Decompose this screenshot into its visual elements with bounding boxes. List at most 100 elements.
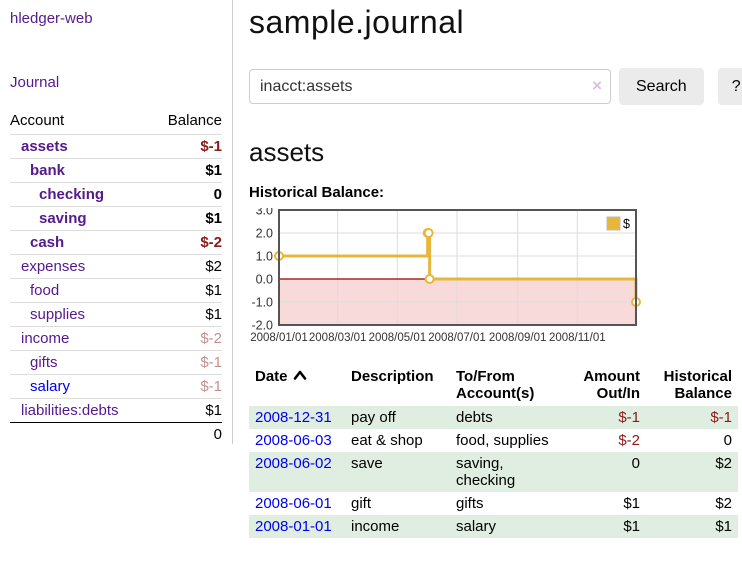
transaction-date-link[interactable]: 2008-06-03 bbox=[255, 432, 332, 449]
transaction-accounts: saving, checking bbox=[456, 455, 516, 489]
account-balance: $-2 bbox=[200, 234, 222, 251]
account-row: checking 0 bbox=[10, 182, 222, 207]
data-point-marker bbox=[424, 274, 435, 284]
transaction-balance: $2 bbox=[715, 455, 732, 472]
sidebar-item-journal[interactable]: Journal bbox=[10, 74, 60, 91]
transaction-description: save bbox=[351, 455, 383, 472]
transaction-balance: $1 bbox=[715, 518, 732, 535]
account-row: liabilities:debts $1 bbox=[10, 398, 222, 423]
register-header-balance: Historical Balance bbox=[663, 368, 732, 402]
sidebar-account-link-cash[interactable]: cash bbox=[30, 234, 65, 251]
legend-label: $ bbox=[623, 217, 630, 231]
register-header-date[interactable]: Date bbox=[249, 366, 345, 406]
transaction-date-link[interactable]: 2008-12-31 bbox=[255, 409, 332, 426]
register-header-accounts: To/From Account(s) bbox=[456, 368, 535, 402]
account-balance: $1 bbox=[205, 402, 222, 419]
register-header-description: Description bbox=[351, 368, 434, 385]
x-axis-tick-label: 2008/01/01 bbox=[250, 332, 308, 344]
transaction-date-link[interactable]: 2008-06-01 bbox=[255, 495, 332, 512]
transaction-amount: $-2 bbox=[618, 432, 640, 449]
transaction-balance: 0 bbox=[723, 432, 732, 449]
account-row: supplies $1 bbox=[10, 302, 222, 327]
x-axis-tick-label: 2008/05/01 bbox=[369, 332, 427, 344]
account-balance: $1 bbox=[205, 210, 222, 227]
y-axis-tick-label: 3.0 bbox=[256, 208, 273, 218]
transaction-amount: $1 bbox=[623, 518, 640, 535]
sidebar-account-link-bank[interactable]: bank bbox=[30, 162, 66, 179]
chart-label: Historical Balance: bbox=[249, 184, 385, 201]
account-row: cash $-2 bbox=[10, 230, 222, 255]
y-axis-tick-label: -2.0 bbox=[251, 319, 273, 333]
transaction-date-link[interactable]: 2008-01-01 bbox=[255, 518, 332, 535]
transaction-accounts: debts bbox=[456, 409, 493, 426]
table-row: 2008-06-01 gift gifts $1 $2 bbox=[249, 492, 738, 515]
transaction-description: income bbox=[351, 518, 400, 535]
transaction-amount: $-1 bbox=[618, 409, 640, 426]
search-form: × Search ? bbox=[249, 68, 742, 105]
search-input[interactable] bbox=[249, 69, 611, 104]
accounts-header-balance: Balance bbox=[167, 112, 222, 129]
y-axis-tick-label: 2.0 bbox=[256, 227, 273, 241]
transaction-amount: $1 bbox=[623, 495, 640, 512]
sidebar-account-link-checking[interactable]: checking bbox=[39, 186, 105, 203]
table-row: 2008-01-01 income salary $1 $1 bbox=[249, 515, 738, 538]
x-axis-tick-label: 2008/09/01 bbox=[489, 332, 547, 344]
transaction-amount: 0 bbox=[631, 455, 640, 472]
account-balance: $2 bbox=[205, 258, 222, 275]
account-row: expenses $2 bbox=[10, 254, 222, 279]
clear-search-icon[interactable]: × bbox=[592, 76, 602, 95]
y-axis-tick-label: 0.0 bbox=[256, 273, 273, 287]
x-axis-tick-label: 2008/11/01 bbox=[549, 332, 606, 344]
sidebar-account-link-supplies[interactable]: supplies bbox=[30, 306, 86, 323]
main-content: sample.journal × Search ? assets Histori… bbox=[233, 0, 742, 538]
account-balance: $1 bbox=[205, 282, 222, 299]
accounts-total-balance: 0 bbox=[213, 426, 222, 443]
sidebar-account-link-assets[interactable]: assets bbox=[21, 138, 68, 155]
x-axis-tick-label: 2008/07/01 bbox=[428, 332, 486, 344]
page-title: sample.journal bbox=[249, 4, 465, 40]
sidebar-account-link-food[interactable]: food bbox=[30, 282, 60, 299]
account-balance: $-2 bbox=[200, 330, 222, 347]
sidebar-account-link-salary[interactable]: salary bbox=[30, 378, 71, 395]
transaction-description: pay off bbox=[351, 409, 396, 426]
account-heading: assets bbox=[249, 137, 325, 167]
sidebar-account-link-gifts[interactable]: gifts bbox=[30, 354, 58, 371]
register-table: Date Description To/From Account(s) Amou… bbox=[249, 366, 738, 538]
account-balance: $1 bbox=[205, 306, 222, 323]
y-axis-tick-label: 1.0 bbox=[256, 250, 273, 264]
account-balance: $-1 bbox=[200, 378, 222, 395]
plot-border bbox=[278, 209, 637, 326]
account-row: food $1 bbox=[10, 278, 222, 303]
table-row: 2008-12-31 pay off debts $-1 $-1 bbox=[249, 406, 738, 429]
search-button[interactable]: Search bbox=[619, 68, 704, 105]
help-button[interactable]: ? bbox=[717, 68, 742, 105]
y-axis-tick-label: -1.0 bbox=[251, 296, 273, 310]
sidebar-account-link-liabilities-debts[interactable]: liabilities:debts bbox=[21, 402, 119, 419]
account-balance: $-1 bbox=[200, 354, 222, 371]
app-title-link[interactable]: hledger-web bbox=[10, 10, 93, 27]
account-row: assets $-1 bbox=[10, 134, 222, 159]
account-row: bank $1 bbox=[10, 158, 222, 183]
register-header-amount: Amount Out/In bbox=[583, 368, 640, 402]
accounts-header-account: Account bbox=[10, 112, 65, 129]
x-axis-tick-label: 2008/03/01 bbox=[309, 332, 367, 344]
account-row: saving $1 bbox=[10, 206, 222, 231]
page: hledger-web Journal Account Balance asse… bbox=[0, 0, 742, 538]
transaction-description: gift bbox=[351, 495, 372, 512]
account-row: salary $-1 bbox=[10, 374, 222, 399]
sidebar-account-link-income[interactable]: income bbox=[21, 330, 70, 347]
sidebar: hledger-web Journal Account Balance asse… bbox=[0, 0, 233, 444]
transaction-accounts: gifts bbox=[456, 495, 484, 512]
account-balance: $1 bbox=[205, 162, 222, 179]
accounts-header-row: Account Balance bbox=[10, 108, 222, 135]
transaction-date-link[interactable]: 2008-06-02 bbox=[255, 455, 332, 472]
sidebar-account-link-expenses[interactable]: expenses bbox=[21, 258, 86, 275]
table-row: 2008-06-03 eat & shop food, supplies $-2 0 bbox=[249, 429, 738, 452]
sidebar-account-link-saving[interactable]: saving bbox=[39, 210, 87, 227]
account-row: income $-2 bbox=[10, 326, 222, 351]
transaction-accounts: food, supplies bbox=[456, 432, 549, 449]
table-row: 2008-06-02 save saving, checking 0 $2 bbox=[249, 452, 738, 492]
accounts-table: Account Balance assets $-1 bank $1 checking 0… bbox=[10, 108, 222, 446]
register-header-row: Date Description To/From Account(s) Amou… bbox=[249, 366, 738, 406]
